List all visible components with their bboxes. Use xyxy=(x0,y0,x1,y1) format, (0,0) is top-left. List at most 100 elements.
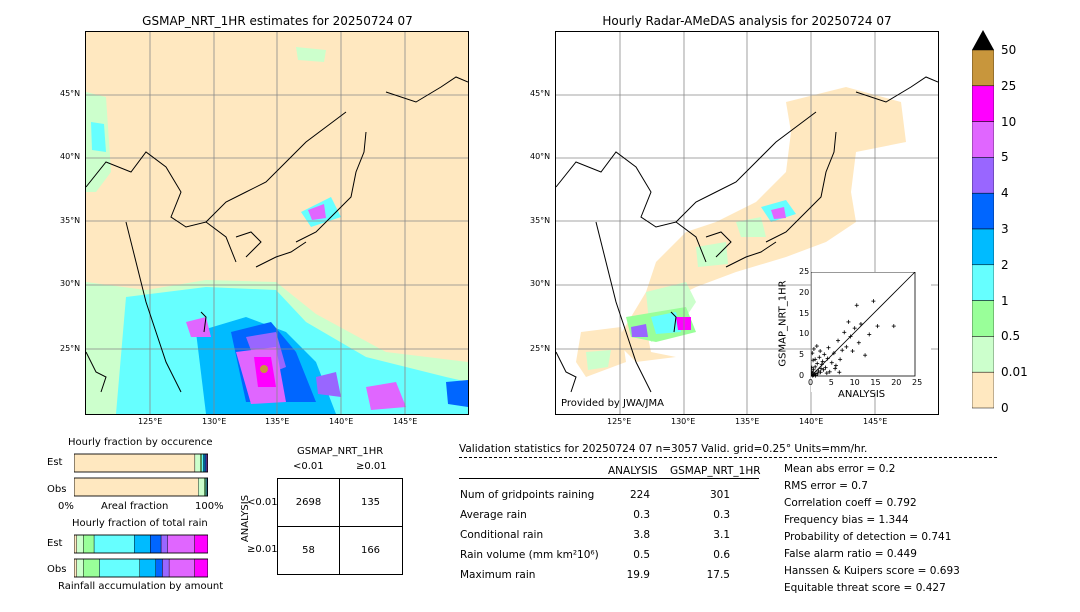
stacked-bar-segment xyxy=(73,453,196,473)
occurrence-svg xyxy=(73,453,209,497)
stat-gsmap-raining: 301 xyxy=(709,489,730,501)
scatter-point xyxy=(848,334,853,339)
contingency-cell-01: 135 xyxy=(360,497,381,508)
stacked-bar-segment xyxy=(203,453,205,473)
left-graticule xyxy=(86,32,468,414)
scatter-point xyxy=(850,349,855,354)
colorbar-segment xyxy=(971,85,995,122)
left-lat-30: 30°N xyxy=(60,279,81,288)
stat-label-maximum: Maximum rain xyxy=(460,569,536,581)
left-lat-35: 35°N xyxy=(60,216,81,225)
colorbar-label: 0.5 xyxy=(1001,329,1021,344)
right-lon-140: 140°E xyxy=(799,417,824,426)
scatter-point xyxy=(816,369,821,374)
colorbar-segment xyxy=(971,264,995,301)
scatter-point xyxy=(811,358,816,363)
stacked-bar-segment xyxy=(160,534,168,554)
stacked-bar-segment xyxy=(155,558,163,578)
inset-x-tick: 5 xyxy=(828,378,834,387)
scatter-point xyxy=(891,324,896,329)
score-mae: Mean abs error = 0.2 xyxy=(784,463,896,475)
stacked-bar-segment xyxy=(194,453,201,473)
left-lon-125: 125°E xyxy=(138,417,163,426)
contingency-hline xyxy=(278,526,402,527)
colorbar-segment xyxy=(971,121,995,158)
scatter-point xyxy=(822,352,827,357)
scatter-point xyxy=(842,330,847,335)
contingency-table: 2698 135 58 166 xyxy=(277,478,403,575)
occurrence-axis-left: 0% xyxy=(58,501,74,512)
inset-x-tick: 25 xyxy=(912,378,923,387)
inset-y-tick: 5 xyxy=(799,350,805,360)
stacked-bar-segment xyxy=(134,534,151,554)
inset-x-tick: 0 xyxy=(808,378,814,387)
scatter-point xyxy=(840,348,845,353)
scatter-point xyxy=(818,366,823,371)
right-lat-40: 40°N xyxy=(530,152,551,161)
scatter-point xyxy=(858,322,863,326)
left-lat-25: 25°N xyxy=(60,344,81,353)
stacked-bar-segment xyxy=(204,477,206,497)
colorbar-label: 2 xyxy=(1001,257,1009,272)
score-bias: Frequency bias = 1.344 xyxy=(784,514,909,526)
colorbar-segment xyxy=(971,336,995,373)
score-pod: Probability of detection = 0.741 xyxy=(784,531,952,543)
scatter-point xyxy=(813,373,818,378)
scatter-point xyxy=(809,369,814,374)
stacked-bar-segment xyxy=(76,534,84,554)
left-map xyxy=(85,31,469,415)
stacked-bar-segment xyxy=(194,558,209,578)
right-lon-125: 125°E xyxy=(607,417,632,426)
scatter-point xyxy=(836,338,841,343)
scatter-point xyxy=(831,351,836,356)
occurrence-est-label: Est xyxy=(47,457,63,468)
left-lon-145: 145°E xyxy=(393,417,418,426)
right-lon-145: 145°E xyxy=(863,417,888,426)
scatter-point xyxy=(837,370,842,375)
scatter-point xyxy=(820,359,825,364)
scatter-point xyxy=(821,367,826,372)
colorbar-label: 50 xyxy=(1001,43,1017,57)
stat-analysis-maximum: 19.9 xyxy=(626,569,650,581)
stacked-bar-segment xyxy=(200,453,203,473)
stacked-bar-segment xyxy=(198,477,205,497)
left-coastline xyxy=(86,76,468,393)
colorbar-segment xyxy=(971,157,995,194)
contingency-title: GSMAP_NRT_1HR xyxy=(297,446,384,457)
occurrence-chart xyxy=(73,451,209,499)
left-map-svg xyxy=(86,32,468,414)
scatter-point xyxy=(810,351,815,356)
right-coastline xyxy=(556,76,938,393)
scatter-point xyxy=(856,340,861,345)
contingency-cell-10: 58 xyxy=(302,545,315,556)
scatter-point xyxy=(824,371,829,376)
stat-label-average: Average rain xyxy=(460,509,527,521)
total-rain-title: Hourly fraction of total rain xyxy=(72,518,208,529)
validation-header: Validation statistics for 20250724 07 n=… xyxy=(459,443,868,455)
scatter-point xyxy=(818,370,823,375)
occurrence-axis-right: 100% xyxy=(195,501,224,512)
scatter-point xyxy=(811,373,816,378)
stacked-bar-segment xyxy=(99,558,140,578)
stat-label-volume: Rain volume (mm km²10⁶) xyxy=(460,549,599,561)
scatter-point xyxy=(863,353,868,358)
inset-scatter-svg xyxy=(809,271,916,378)
stat-gsmap-maximum: 17.5 xyxy=(706,569,730,581)
colorbar-label: 3 xyxy=(1001,222,1009,236)
colorbar-label: 1 xyxy=(1001,293,1009,308)
stacked-bar-segment xyxy=(201,453,204,473)
scatter-point xyxy=(811,367,816,372)
colorbar-label: 0 xyxy=(1001,401,1009,415)
right-map: Provided by JWA/JMA xyxy=(555,31,939,415)
right-map-credit: Provided by JWA/JMA xyxy=(561,398,664,409)
scatter-point xyxy=(846,319,851,324)
right-lat-30: 30°N xyxy=(530,279,551,288)
stacked-bar-segment xyxy=(139,558,156,578)
colorbar-svg xyxy=(971,30,995,409)
stat-gsmap-volume: 0.6 xyxy=(713,549,730,561)
stacked-bar-segment xyxy=(168,558,195,578)
inset-x-tick: 20 xyxy=(891,378,902,387)
validation-col-analysis: ANALYSIS xyxy=(608,465,658,477)
scatter-point xyxy=(827,369,832,374)
scatter-point xyxy=(818,349,823,354)
